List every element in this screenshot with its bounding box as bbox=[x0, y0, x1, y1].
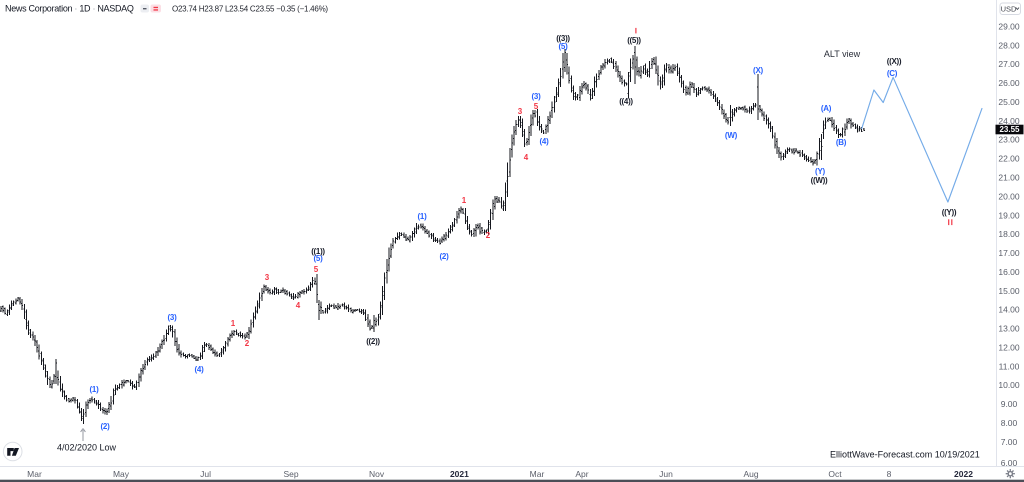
svg-text:(Y): (Y) bbox=[815, 167, 826, 176]
svg-text:Nov: Nov bbox=[369, 469, 385, 479]
svg-text:2: 2 bbox=[486, 231, 491, 240]
svg-text:14.00: 14.00 bbox=[998, 305, 1020, 315]
svg-text:(C): (C) bbox=[887, 69, 898, 78]
svg-text:(5): (5) bbox=[558, 42, 568, 51]
svg-text:(X): (X) bbox=[753, 66, 764, 75]
svg-text:(2): (2) bbox=[439, 252, 449, 261]
svg-text:3: 3 bbox=[265, 273, 270, 282]
svg-text:12.00: 12.00 bbox=[998, 342, 1020, 352]
svg-text:((X)): ((X)) bbox=[887, 57, 902, 66]
svg-text:ElliottWave-Forecast.com 10/19: ElliottWave-Forecast.com 10/19/2021 bbox=[830, 450, 980, 460]
svg-text:((4)): ((4)) bbox=[619, 97, 633, 106]
svg-text:5: 5 bbox=[314, 265, 319, 274]
svg-text:23.55: 23.55 bbox=[999, 125, 1020, 134]
svg-text:27.00: 27.00 bbox=[998, 59, 1020, 69]
svg-text:(4): (4) bbox=[539, 137, 549, 146]
svg-text:20.00: 20.00 bbox=[998, 191, 1020, 201]
svg-text:(5): (5) bbox=[313, 254, 323, 263]
svg-text:May: May bbox=[113, 469, 130, 479]
svg-text:(2): (2) bbox=[100, 422, 110, 431]
svg-text:(B): (B) bbox=[836, 138, 847, 147]
svg-text:11.00: 11.00 bbox=[999, 361, 1020, 371]
svg-text:((1)): ((1)) bbox=[311, 247, 325, 256]
svg-text:9.00: 9.00 bbox=[1001, 399, 1018, 409]
svg-text:7.00: 7.00 bbox=[1001, 437, 1018, 447]
svg-text:2022: 2022 bbox=[954, 469, 973, 479]
svg-text:((5)): ((5)) bbox=[627, 36, 641, 45]
svg-text:17.00: 17.00 bbox=[998, 248, 1020, 258]
svg-text:Jun: Jun bbox=[659, 469, 673, 479]
svg-text:USD: USD bbox=[1001, 4, 1017, 13]
svg-text:(3): (3) bbox=[531, 92, 541, 101]
svg-text:18.00: 18.00 bbox=[998, 229, 1020, 239]
svg-text:(W): (W) bbox=[725, 131, 738, 140]
svg-text:(1): (1) bbox=[417, 212, 427, 221]
svg-text:19.00: 19.00 bbox=[998, 210, 1020, 220]
svg-text:Mar: Mar bbox=[27, 469, 42, 479]
svg-text:22.00: 22.00 bbox=[998, 154, 1020, 164]
svg-text:28.00: 28.00 bbox=[998, 40, 1020, 50]
svg-text:15.00: 15.00 bbox=[998, 286, 1020, 296]
svg-text:((W)): ((W)) bbox=[811, 176, 828, 185]
svg-text:(3): (3) bbox=[167, 313, 177, 322]
svg-text:News Corporation · 1D · NASDAQ: News Corporation · 1D · NASDAQ bbox=[5, 4, 134, 14]
svg-text:8.00: 8.00 bbox=[1001, 418, 1018, 428]
svg-text:(4): (4) bbox=[194, 365, 204, 374]
svg-text:Mar: Mar bbox=[530, 469, 545, 479]
svg-text:10.00: 10.00 bbox=[998, 380, 1020, 390]
svg-text:5: 5 bbox=[534, 102, 539, 111]
svg-text:29.00: 29.00 bbox=[998, 22, 1020, 32]
svg-text:24.00: 24.00 bbox=[998, 116, 1020, 126]
svg-text:4: 4 bbox=[296, 301, 301, 310]
svg-text:21.00: 21.00 bbox=[998, 173, 1020, 183]
svg-text:23.00: 23.00 bbox=[998, 135, 1020, 145]
svg-text:Oct: Oct bbox=[828, 469, 842, 479]
svg-text:13.00: 13.00 bbox=[998, 324, 1020, 334]
svg-text:4/02/2020 Low: 4/02/2020 Low bbox=[57, 443, 117, 453]
svg-text:(A): (A) bbox=[821, 104, 832, 113]
svg-text:Apr: Apr bbox=[575, 469, 588, 479]
svg-text:((2)): ((2)) bbox=[366, 337, 380, 346]
svg-text:Aug: Aug bbox=[743, 469, 758, 479]
svg-text:2021: 2021 bbox=[450, 469, 469, 479]
svg-text:25.00: 25.00 bbox=[998, 97, 1020, 107]
svg-text:(1): (1) bbox=[89, 385, 99, 394]
svg-text:16.00: 16.00 bbox=[998, 267, 1020, 277]
svg-text:Jul: Jul bbox=[200, 469, 211, 479]
svg-text:2: 2 bbox=[245, 339, 250, 348]
svg-text:4: 4 bbox=[524, 153, 529, 162]
svg-text:1: 1 bbox=[462, 196, 467, 205]
svg-text:8: 8 bbox=[887, 469, 892, 479]
svg-text:((Y)): ((Y)) bbox=[942, 208, 957, 217]
svg-text:26.00: 26.00 bbox=[998, 78, 1020, 88]
svg-text:6.00: 6.00 bbox=[1001, 458, 1018, 468]
svg-text:3: 3 bbox=[518, 107, 523, 116]
svg-text:1: 1 bbox=[231, 319, 236, 328]
svg-text:Sep: Sep bbox=[283, 469, 298, 479]
svg-text:ALT view: ALT view bbox=[824, 49, 861, 59]
svg-text:((3)): ((3)) bbox=[556, 34, 570, 43]
svg-text:O23.74 H23.87 L23.54 C23.55 −0: O23.74 H23.87 L23.54 C23.55 −0.35 (−1.46… bbox=[172, 5, 328, 14]
